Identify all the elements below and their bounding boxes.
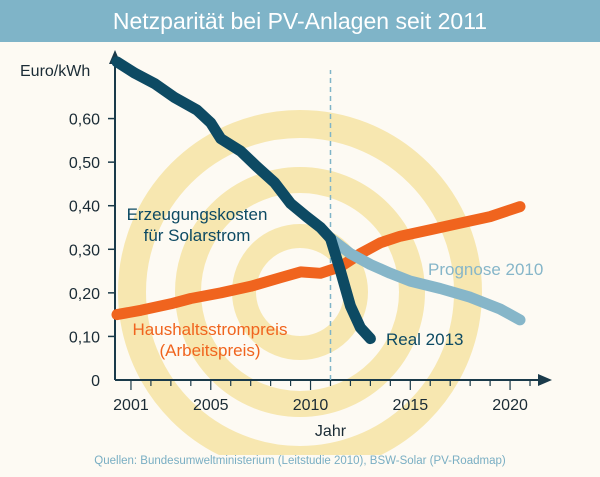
x-tick-label: 2010: [293, 397, 329, 414]
line-chart: 0 0,10 0,20 0,30 0,40 0,50 0,60 2001 2005 2010 201…: [20, 50, 552, 455]
y-tick-label: 0,60: [69, 112, 100, 129]
y-tick-label: 0,40: [69, 199, 100, 216]
source-note: Quellen: Bundesumweltministerium (Leitst…: [94, 455, 506, 467]
label-erzeugungskosten: Erzeugungskosten: [127, 205, 268, 224]
label-haushaltsstrompreis: (Arbeitspreis): [159, 341, 260, 360]
series-labels: Erzeugungskosten für Solarstrom Real 2013 P…: [127, 205, 544, 360]
x-tick-label: 2015: [393, 397, 429, 414]
series-lines: [111, 56, 526, 345]
x-tick-label: 2005: [193, 397, 229, 414]
series-haushaltsstrompreis: [111, 201, 526, 321]
series-prognose-2010: [325, 232, 526, 326]
label-prognose-2010: Prognose 2010: [428, 260, 543, 279]
label-haushaltsstrompreis: Haushaltsstrompreis: [133, 320, 288, 339]
x-tick-label: 2020: [492, 397, 528, 414]
label-erzeugungskosten: für Solarstrom: [144, 226, 251, 245]
y-tick-label: 0: [91, 373, 100, 390]
x-axis-label: Jahr: [315, 423, 347, 440]
y-tick-label: 0,20: [69, 286, 100, 303]
y-axis-label: Euro/kWh: [20, 63, 90, 80]
y-tick-label: 0,30: [69, 242, 100, 259]
series-real-2013: [325, 232, 376, 345]
y-tick-label: 0,10: [69, 329, 100, 346]
y-tick-label: 0,50: [69, 155, 100, 172]
x-axis-arrow-icon: [538, 374, 552, 386]
chart-title: Netzparität bei PV-Anlagen seit 2011: [0, 0, 600, 42]
series-erzeugungskosten: [111, 56, 336, 244]
label-real-2013: Real 2013: [386, 330, 464, 349]
x-tick-label: 2001: [113, 397, 149, 414]
